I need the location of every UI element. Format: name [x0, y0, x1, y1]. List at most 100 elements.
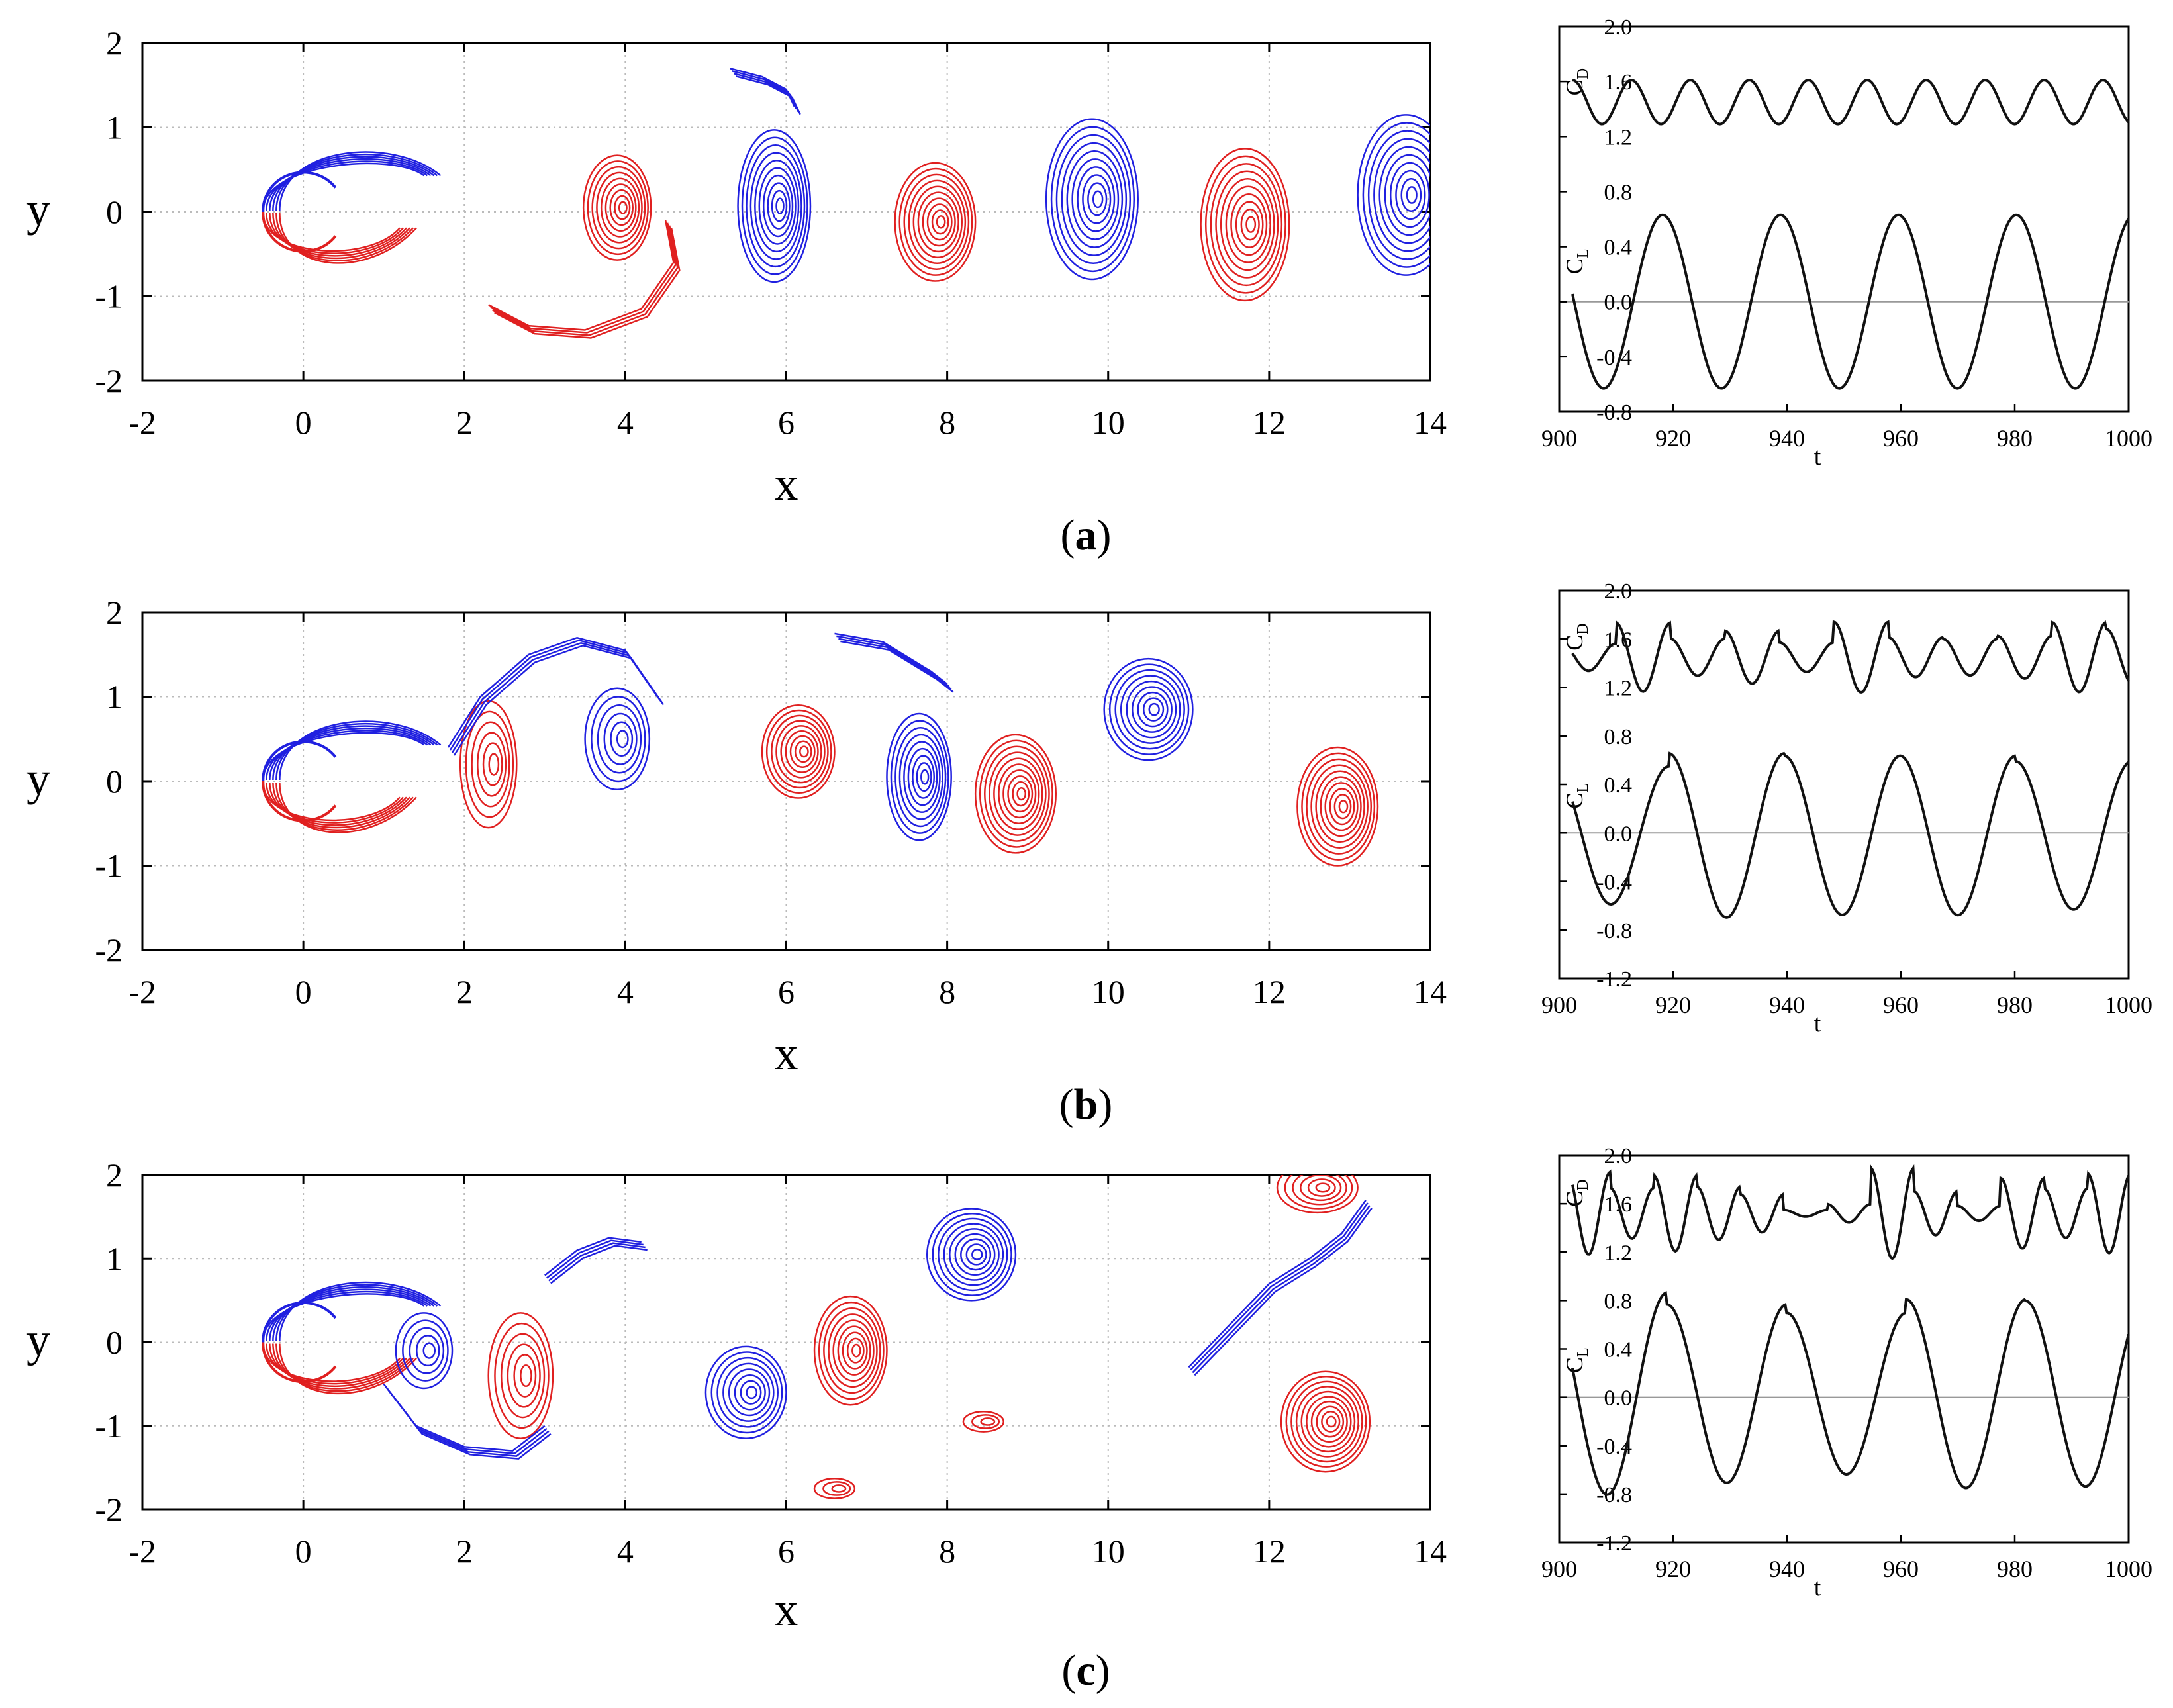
vortex-contour: [903, 173, 970, 270]
shear-layer-contour: [272, 1286, 435, 1341]
vortex-contour: [794, 740, 812, 763]
x-tick-label: 900: [1541, 425, 1577, 451]
vortex-contour: [1300, 1390, 1356, 1453]
vortex-contour: [1148, 702, 1160, 716]
vortex-contour: [500, 1333, 546, 1419]
y-tick-label: 1.2: [1604, 125, 1633, 150]
vortex-contour: [600, 177, 640, 238]
x-tick-label: -2: [128, 973, 156, 1010]
vortex-contour: [762, 174, 794, 238]
shear-layer-contour: [279, 782, 417, 833]
vortex-contour: [799, 745, 809, 758]
vortex-contour: [616, 730, 629, 749]
vortex-contour: [459, 700, 518, 829]
filament-contour: [492, 225, 679, 336]
x-tick-label: 2: [456, 1533, 473, 1570]
vortex-contour: [761, 704, 836, 799]
vortex-contour: [591, 696, 646, 783]
y-tick-label: -1.2: [1596, 1531, 1632, 1556]
vortex-contour: [1002, 769, 1037, 819]
y-tick-label: 1.2: [1604, 677, 1633, 701]
vortex-contour: [789, 735, 816, 768]
vortex-contour: [1045, 118, 1139, 281]
vortex-contour: [754, 159, 800, 253]
vortex-neg: [487, 1312, 554, 1439]
x-tick-label: 980: [1997, 992, 2033, 1018]
vortex-contour: [960, 1238, 992, 1271]
vortex-contour: [1300, 1175, 1342, 1202]
vortex-contour: [971, 1414, 1000, 1429]
vortex-contour: [1378, 146, 1430, 244]
vortex-contour: [1126, 680, 1177, 739]
vortex-contour: [984, 745, 1050, 842]
vortex-contour: [716, 1356, 779, 1428]
vortex-contour: [1315, 770, 1365, 843]
x-axis-label: t: [1814, 1010, 1821, 1037]
vortex-contour: [1362, 122, 1430, 268]
vortex-contour: [416, 1335, 440, 1367]
vortex-contour: [1338, 800, 1349, 814]
x-tick-label: -2: [128, 1533, 156, 1570]
x-tick-label: 12: [1253, 1533, 1286, 1570]
vortex-pos: [704, 1345, 787, 1439]
shear-layer-contour: [272, 156, 435, 211]
vortex-contour: [1235, 201, 1264, 248]
vortex-contour: [614, 195, 631, 220]
x-tick-label: 10: [1092, 1533, 1125, 1570]
vortex-contour: [1310, 764, 1369, 849]
vortex-contour: [1050, 126, 1135, 273]
y-tick-label: 2: [106, 24, 122, 62]
vortex-contour: [938, 1217, 1008, 1292]
filament-contour: [1194, 1208, 1373, 1376]
vortex-contour: [395, 1312, 454, 1390]
y-tick-label: 1: [106, 679, 122, 716]
vortex-contour: [1324, 782, 1359, 831]
y-tick-label: 0.0: [1604, 291, 1633, 315]
vortex-contour: [1384, 154, 1430, 236]
series-label-cl: CL: [1561, 783, 1592, 809]
vortex-contour: [903, 741, 941, 813]
vortex-contour: [1092, 190, 1104, 209]
vortex-contour: [1210, 163, 1283, 287]
shear-layer-contour: [262, 1343, 401, 1382]
shear-layer-contour: [279, 720, 442, 781]
filament-contour: [550, 1245, 648, 1284]
vortex-neg: [1200, 148, 1290, 302]
vortex-contour: [916, 762, 932, 792]
vortex-contour: [587, 160, 649, 256]
vortex-contour: [1220, 178, 1275, 271]
y-tick-label: 2: [106, 1157, 122, 1194]
vortex-contour: [597, 704, 642, 774]
shear-layer-contour: [279, 151, 442, 211]
vortex-contour: [1406, 186, 1418, 204]
vortex-contour: [1215, 170, 1279, 279]
shear-layer-contour: [272, 1343, 410, 1390]
x-tick-label: 920: [1655, 992, 1691, 1018]
vortex-contour: [971, 1248, 983, 1260]
y-tick-label: 0.8: [1604, 1289, 1633, 1313]
x-tick-label: 14: [1414, 1533, 1447, 1570]
vortex-contour: [422, 1342, 436, 1359]
x-tick-label: 0: [295, 404, 312, 441]
y-tick-label: -1.2: [1596, 967, 1632, 992]
vortex-pos: [737, 129, 812, 283]
y-tick-label: 2: [106, 594, 122, 631]
series-line-CL: [1571, 751, 2130, 919]
x-tick-label: 8: [939, 1533, 955, 1570]
x-tick-label: 920: [1655, 425, 1691, 451]
vortex-contour: [980, 1417, 996, 1426]
vortex-contour: [954, 1233, 996, 1276]
vortex-contour: [894, 162, 977, 282]
filament-contour: [490, 222, 677, 334]
vortex-contour: [1016, 786, 1027, 801]
x-tick-label: 6: [778, 404, 795, 441]
vortex-contour: [1120, 675, 1181, 744]
shear-layer-contour: [269, 213, 407, 257]
vortex-contour: [722, 1362, 775, 1422]
shear-layer-contour: [266, 730, 428, 781]
vortex-contour: [1306, 758, 1373, 855]
vortex-contour: [402, 1319, 449, 1382]
y-tick-label: 0.0: [1604, 1386, 1633, 1411]
vortex-neg: [894, 162, 977, 282]
